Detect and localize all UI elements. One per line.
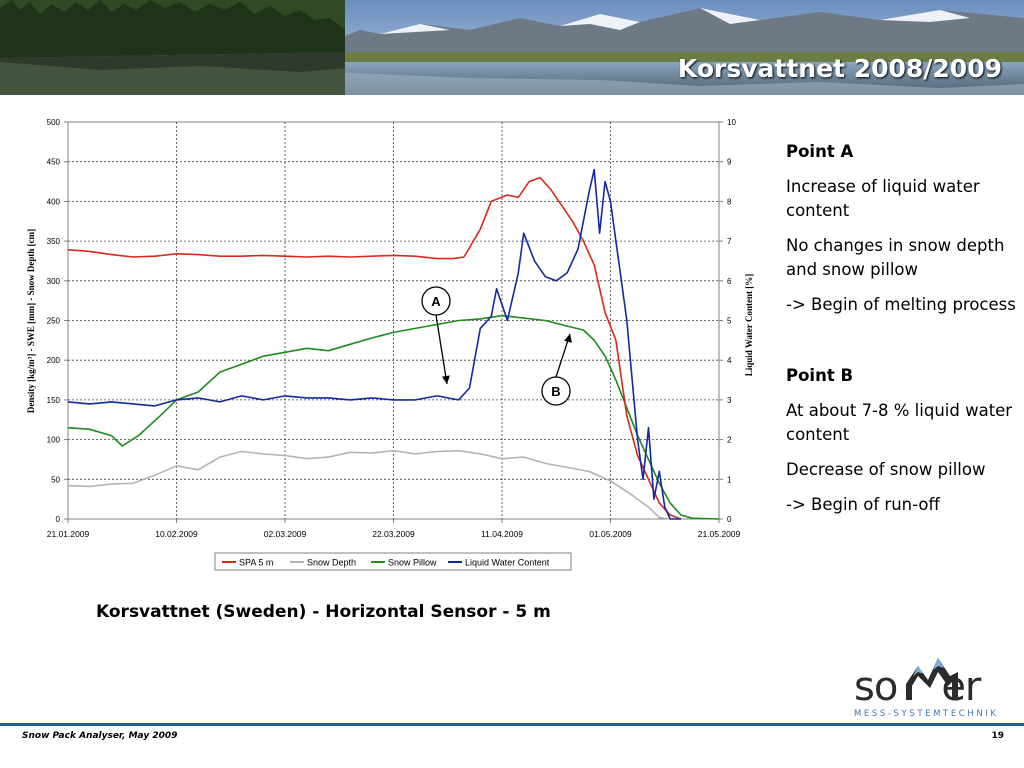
legend-entry: SPA 5 m — [239, 558, 273, 568]
x-tick-label: 11.04.2009 — [481, 529, 523, 539]
y-tick-label: 450 — [47, 158, 61, 167]
point-b-line-1: At about 7-8 % liquid water content — [786, 401, 1013, 444]
point-b-line-2: Decrease of snow pillow — [786, 460, 986, 479]
annotations: AB — [421, 286, 572, 406]
legend-entry: Liquid Water Content — [465, 558, 550, 568]
y-tick-label: 500 — [47, 118, 61, 127]
point-a-line-2: No changes in snow depth and snow pillow — [786, 236, 1005, 279]
y2-tick-label: 2 — [727, 436, 732, 445]
series-line-0 — [67, 176, 682, 520]
page-number: 19 — [991, 731, 1004, 741]
y2-tick-label: 0 — [727, 515, 732, 524]
y2-axis-label: Liquid Water Content [%] — [744, 274, 754, 376]
point-b-heading: Point B — [786, 366, 854, 385]
annotation-arrowhead — [442, 375, 450, 384]
y-tick-label: 150 — [47, 396, 61, 405]
header-banner — [0, 0, 1024, 95]
x-tick-label: 21.05.2009 — [698, 529, 741, 539]
point-a-line-1: Increase of liquid water content — [786, 177, 980, 220]
x-tick-label: 10.02.2009 — [155, 529, 198, 539]
y-tick-label: 100 — [47, 436, 61, 445]
y2-tick-label: 4 — [727, 356, 732, 365]
right-axis: 0 1 2 3 4 5 6 7 8 9 10 — [719, 118, 736, 524]
y-tick-label: 350 — [47, 237, 61, 246]
annotation-label: B — [551, 384, 560, 399]
point-a-heading: Point A — [786, 142, 854, 161]
legend-entry: Snow Depth — [307, 558, 356, 568]
line-chart: 0 50 100 150 200 250 300 350 400 450 500 0 1 2 3 4 5 6 7 8… — [26, 118, 754, 571]
legend-box — [214, 552, 572, 571]
point-a-line-3: -> Begin of melting process — [786, 295, 1016, 314]
series-line-3 — [67, 168, 681, 520]
logo-word-left: so — [854, 664, 898, 710]
notes-panel: Point A Increase of liquid water content… — [786, 140, 1018, 528]
y-tick-label: 50 — [51, 475, 60, 484]
annotation-arrowhead — [564, 334, 572, 343]
footer-divider — [0, 723, 1024, 726]
y2-tick-label: 6 — [727, 277, 732, 286]
y-tick-label: 200 — [47, 356, 61, 365]
logo-word-right: er — [941, 664, 981, 710]
x-tick-label: 22.03.2009 — [372, 529, 415, 539]
sommer-logo: so er MESS-SYSTEMTECHNIK — [848, 654, 1016, 719]
y2-tick-label: 1 — [727, 475, 732, 484]
legend-entry: Snow Pillow — [388, 558, 437, 568]
y-tick-label: 400 — [47, 197, 61, 206]
y2-tick-label: 8 — [727, 197, 732, 206]
y2-tick-label: 7 — [727, 237, 732, 246]
logo-subtitle: MESS-SYSTEMTECHNIK — [854, 709, 999, 719]
y2-tick-label: 10 — [727, 118, 736, 127]
y-tick-label: 300 — [47, 277, 61, 286]
annotation-marker — [421, 286, 451, 316]
y2-tick-label: 5 — [727, 317, 732, 326]
y-axis-label: Density [kg/m³] - SWE [mm] - Snow Depth … — [26, 229, 36, 413]
y-tick-label: 0 — [56, 515, 61, 524]
x-axis: 21.01.2009 10.02.2009 02.03.2009 22.03.2009… — [47, 519, 741, 539]
point-b-line-3: -> Begin of run-off — [786, 495, 940, 514]
x-tick-label: 02.03.2009 — [264, 529, 307, 539]
annotation-label: A — [431, 294, 441, 309]
annotation-marker — [541, 376, 571, 406]
logo-wordmark: so er — [854, 664, 981, 710]
annotation-arrow — [435, 314, 448, 385]
series-lines — [67, 168, 720, 520]
x-tick-label: 01.05.2009 — [589, 529, 632, 539]
y2-tick-label: 9 — [727, 158, 732, 167]
chart-caption: Korsvattnet (Sweden) - Horizontal Sensor… — [96, 602, 551, 622]
y-tick-label: 250 — [47, 317, 61, 326]
landscape-photo — [0, 0, 1024, 95]
mountain-m-icon — [906, 658, 958, 700]
slide-title: Korsvattnet 2008/2009 — [677, 54, 1002, 83]
x-tick-label: 21.01.2009 — [47, 529, 90, 539]
footer-text: Snow Pack Analyser, May 2009 — [22, 731, 178, 741]
left-axis: 0 50 100 150 200 250 300 350 400 450 500 — [47, 118, 68, 524]
series-line-1 — [67, 449, 671, 520]
y2-tick-label: 3 — [727, 396, 732, 405]
legend: SPA 5 m Snow Depth Snow Pillow Liquid Water… — [214, 552, 572, 571]
